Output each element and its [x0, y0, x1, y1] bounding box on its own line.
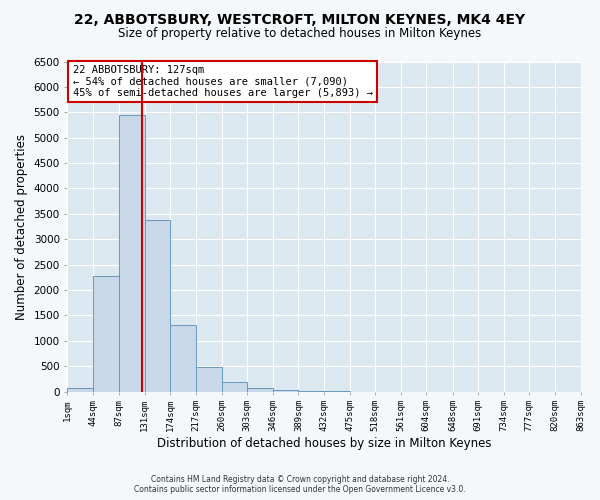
Bar: [67, 388, 93, 392]
Text: 22 ABBOTSBURY: 127sqm
← 54% of detached houses are smaller (7,090)
45% of semi-d: 22 ABBOTSBURY: 127sqm ← 54% of detached …: [73, 65, 373, 98]
Bar: [221, 382, 247, 392]
X-axis label: Distribution of detached houses by size in Milton Keynes: Distribution of detached houses by size …: [157, 437, 491, 450]
Bar: [273, 390, 298, 392]
Bar: [298, 391, 324, 392]
Bar: [170, 324, 196, 392]
Text: Size of property relative to detached houses in Milton Keynes: Size of property relative to detached ho…: [118, 28, 482, 40]
Y-axis label: Number of detached properties: Number of detached properties: [15, 134, 28, 320]
Text: Contains HM Land Registry data © Crown copyright and database right 2024.
Contai: Contains HM Land Registry data © Crown c…: [134, 474, 466, 494]
Bar: [196, 367, 221, 392]
Text: 22, ABBOTSBURY, WESTCROFT, MILTON KEYNES, MK4 4EY: 22, ABBOTSBURY, WESTCROFT, MILTON KEYNES…: [74, 12, 526, 26]
Bar: [145, 220, 170, 392]
Bar: [93, 276, 119, 392]
Bar: [247, 388, 273, 392]
Bar: [119, 115, 145, 392]
